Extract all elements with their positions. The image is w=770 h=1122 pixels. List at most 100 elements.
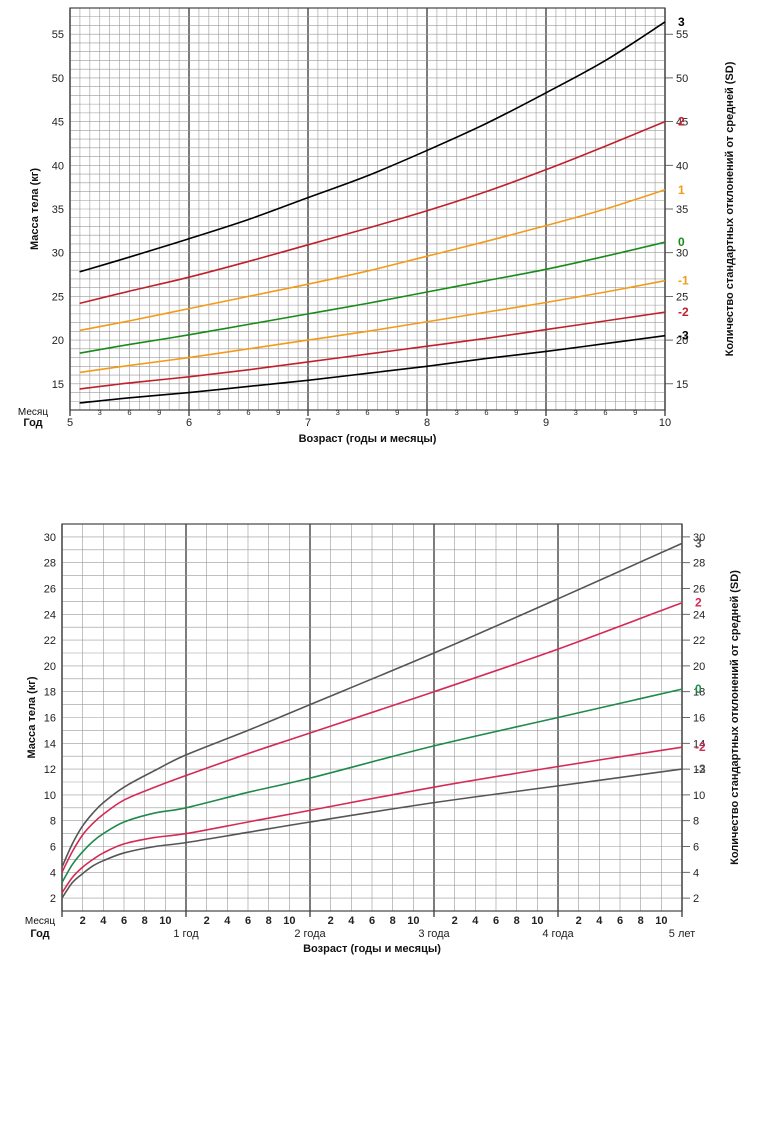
- y-tick-label-right: 4: [693, 867, 699, 879]
- series-line-sd-2: [79, 120, 666, 305]
- series-line-sd-3: [79, 21, 666, 273]
- series-label-sd--2: -2: [678, 305, 689, 319]
- grid: [61, 523, 683, 917]
- y-tick-label-left: 26: [44, 584, 56, 596]
- series-line-sd--3: [79, 334, 666, 404]
- month-tick-label: 6: [493, 915, 499, 927]
- series-label-sd--3: -3: [678, 329, 689, 343]
- y-tick-label-left: 50: [52, 73, 64, 85]
- month-tick-label: 4: [472, 915, 479, 927]
- series-line-sd--3: [61, 768, 683, 899]
- series-label-sd-3: 3: [695, 536, 702, 550]
- series-label-sd--1: -1: [678, 274, 689, 288]
- y-tick-label-right: 26: [693, 584, 705, 596]
- series-group: 320-2-3: [61, 536, 706, 899]
- year-tick-label: 2 года: [294, 928, 326, 940]
- month-tick-label: 8: [142, 915, 148, 927]
- y-tick-label-left: 20: [52, 335, 64, 347]
- month-tick-label: 8: [266, 915, 272, 927]
- y-tick-label-right: 35: [676, 204, 688, 216]
- year-tick-label: 10: [659, 417, 671, 429]
- y-tick-label-right: 25: [676, 291, 688, 303]
- year-tick-label: 5: [67, 417, 73, 429]
- y-tick-label-right: 16: [693, 713, 705, 725]
- y-tick-label-left: 10: [44, 790, 56, 802]
- y-tick-label-left: 15: [52, 379, 64, 391]
- series-line-sd-3: [61, 542, 683, 868]
- month-tick-label: 2: [204, 915, 210, 927]
- month-tick-label: 6: [369, 915, 375, 927]
- month-tick-label: 9: [633, 408, 637, 417]
- series-label-sd-1: 1: [678, 183, 685, 197]
- y-tick-label-left: 55: [52, 29, 64, 41]
- y-tick-label-left: 28: [44, 558, 56, 570]
- y-tick-label-left: 25: [52, 291, 64, 303]
- y-tick-label-left: 20: [44, 661, 56, 673]
- month-tick-label: 9: [395, 408, 399, 417]
- y-tick-label-right: 6: [693, 842, 699, 854]
- month-tick-label: 6: [246, 408, 250, 417]
- month-tick-label: 6: [484, 408, 488, 417]
- year-row-label: Год: [23, 417, 42, 429]
- series-label-sd-3: 3: [678, 15, 685, 29]
- month-tick-label: 3: [574, 408, 578, 417]
- y-tick-label-right: 30: [693, 532, 705, 544]
- x-axis-label: Возраст (годы и месяцы): [303, 943, 441, 955]
- month-tick-label: 6: [365, 408, 369, 417]
- year-row-label: Год: [30, 928, 49, 940]
- y-tick-label-right: 2: [693, 893, 699, 905]
- month-tick-label: 6: [245, 915, 251, 927]
- month-tick-label: 4: [348, 915, 355, 927]
- y-tick-label-left: 40: [52, 160, 64, 172]
- y-tick-label-right: 15: [676, 379, 688, 391]
- y-tick-label-right: 45: [676, 117, 688, 129]
- month-tick-label: 6: [617, 915, 623, 927]
- month-tick-label: 8: [390, 915, 396, 927]
- month-tick-label: 3: [217, 408, 221, 417]
- y-tick-label-right: 18: [693, 687, 705, 699]
- y-tick-label-right: 30: [676, 248, 688, 260]
- y-tick-label-left: 2: [50, 893, 56, 905]
- month-tick-label: 4: [100, 915, 107, 927]
- month-tick-label: 8: [638, 915, 644, 927]
- month-tick-label: 10: [283, 915, 295, 927]
- month-ticks: 2 4 6 8 10 2 4 6 8 10 2 4 6 8 10 2 4 6 8 10 2 4 6 8 10: [80, 915, 668, 927]
- year-tick-label: 3 года: [418, 928, 450, 940]
- month-tick-label: 9: [276, 408, 280, 417]
- year-ticks: 1 год 2 года 3 года 4 года 5 лет: [173, 928, 695, 940]
- y-tick-label-right: 12: [693, 764, 705, 776]
- year-tick-label: 4 года: [542, 928, 574, 940]
- y-tick-label-left: 35: [52, 204, 64, 216]
- year-tick-label: 1 год: [173, 928, 199, 940]
- month-tick-label: 3: [455, 408, 459, 417]
- month-tick-label: 6: [603, 408, 607, 417]
- series-line-sd--2: [79, 311, 666, 390]
- series-label-sd-0: 0: [678, 235, 685, 249]
- x-axis-label: Возраст (годы и месяцы): [299, 433, 437, 445]
- y-tick-label-right: 22: [693, 635, 705, 647]
- y-tick-label-right: 55: [676, 29, 688, 41]
- month-tick-label: 6: [127, 408, 131, 417]
- month-tick-label: 10: [531, 915, 543, 927]
- series-label-sd-2: 2: [695, 596, 702, 610]
- series-line-sd-1: [79, 189, 666, 332]
- year-tick-label: 9: [543, 417, 549, 429]
- y-tick-label-right: 28: [693, 558, 705, 570]
- month-tick-label: 3: [336, 408, 340, 417]
- y-tick-label-left: 24: [44, 609, 56, 621]
- y-tick-label-left: 12: [44, 764, 56, 776]
- series-label-sd-0: 0: [695, 682, 702, 696]
- year-tick-label: 8: [424, 417, 430, 429]
- series-label-sd--3: -3: [695, 762, 706, 776]
- series-line-sd-0: [61, 688, 683, 884]
- month-tick-label: 10: [407, 915, 419, 927]
- series-line-sd-0: [79, 241, 666, 354]
- year-ticks: 5 6 7 8 9 10: [67, 417, 671, 429]
- y-tick-label-right: 24: [693, 609, 705, 621]
- series-group: 3 2 1 0 -1 -2 -3: [79, 15, 689, 404]
